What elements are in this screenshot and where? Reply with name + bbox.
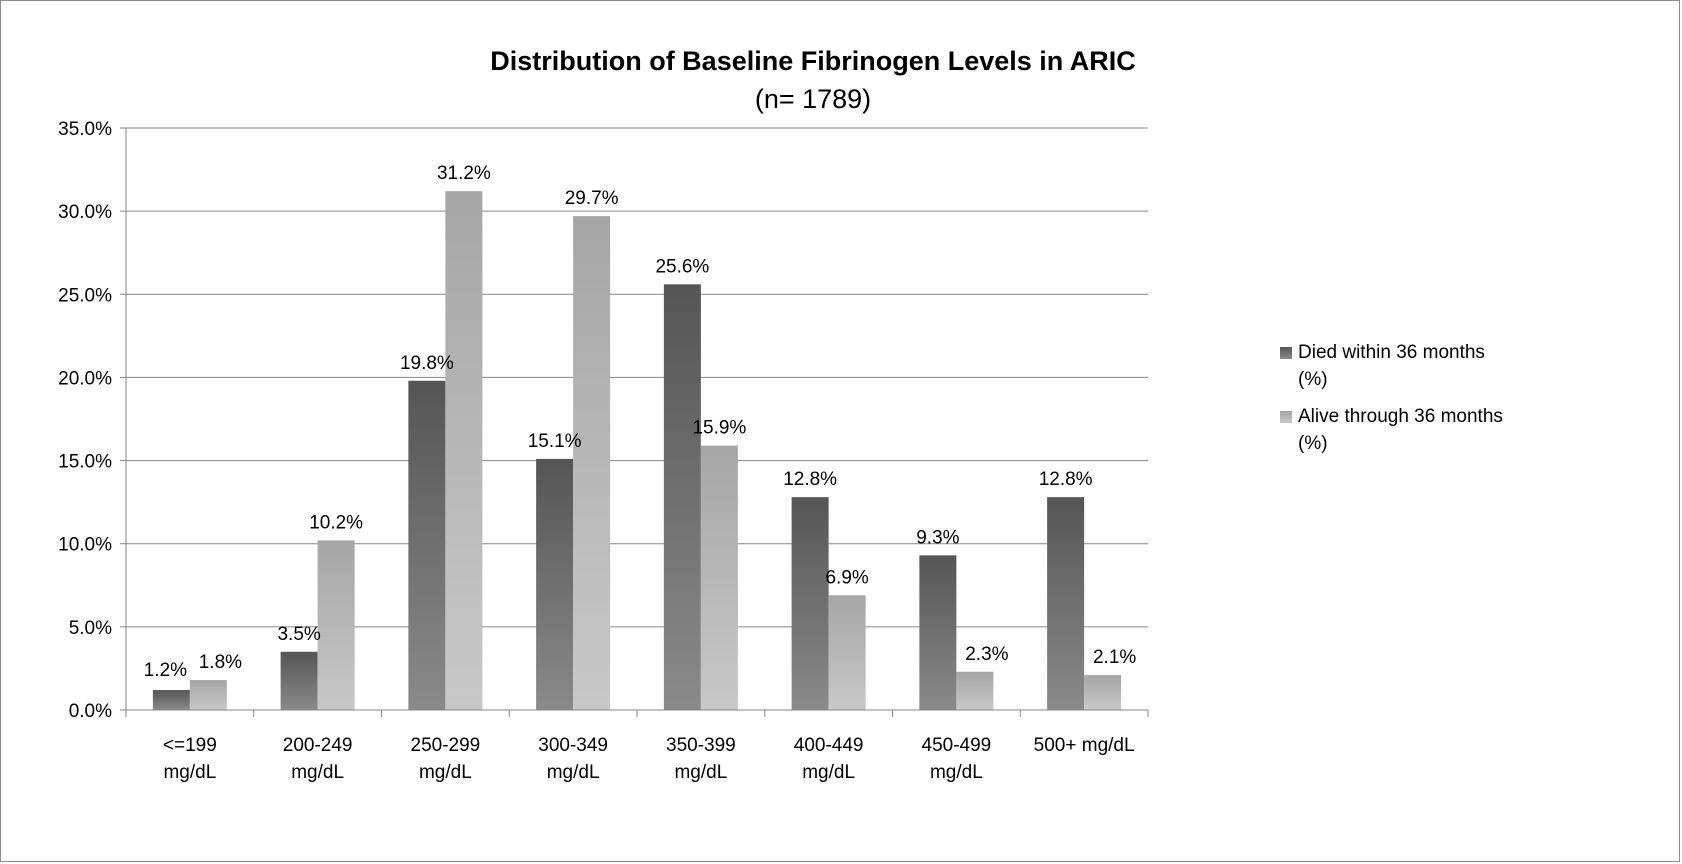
y-tick-label: 20.0% bbox=[58, 368, 112, 389]
bar bbox=[408, 380, 446, 710]
bar bbox=[1084, 675, 1122, 710]
x-tick-label: mg/dL bbox=[930, 762, 983, 783]
y-tick-label: 0.0% bbox=[69, 701, 112, 722]
bar bbox=[956, 671, 994, 710]
y-tick-label: 35.0% bbox=[58, 119, 112, 140]
bar bbox=[919, 555, 957, 710]
bar bbox=[573, 216, 611, 711]
data-label: 10.2% bbox=[309, 512, 363, 533]
data-label: 15.1% bbox=[528, 431, 582, 452]
x-tick-label: 500+ mg/dL bbox=[1034, 735, 1135, 756]
bar bbox=[536, 458, 574, 710]
data-label: 31.2% bbox=[437, 163, 491, 184]
legend-swatch bbox=[1280, 347, 1292, 359]
data-label: 9.3% bbox=[916, 527, 959, 548]
data-label: 15.9% bbox=[692, 418, 746, 439]
y-tick-label: 5.0% bbox=[69, 618, 112, 639]
data-label: 1.8% bbox=[199, 652, 242, 673]
bar bbox=[189, 680, 227, 710]
x-tick-label: 450-499 bbox=[922, 735, 992, 756]
x-tick-label: mg/dL bbox=[802, 762, 855, 783]
data-label: 2.1% bbox=[1093, 647, 1136, 668]
x-tick-label: mg/dL bbox=[547, 762, 600, 783]
y-tick-label: 30.0% bbox=[58, 202, 112, 223]
bar bbox=[663, 284, 701, 710]
x-tick-label: <=199 bbox=[163, 735, 217, 756]
legend-label: (%) bbox=[1298, 433, 1328, 454]
bar bbox=[445, 191, 483, 710]
bar bbox=[700, 445, 738, 710]
y-tick-label: 25.0% bbox=[58, 285, 112, 306]
legend: Died within 36 months (%) Alive through 36… bbox=[1280, 342, 1503, 454]
y-tick-label: 10.0% bbox=[58, 535, 112, 556]
x-tick-label: mg/dL bbox=[674, 762, 727, 783]
x-tick-label: mg/dL bbox=[163, 762, 216, 783]
legend-label: Died within 36 months bbox=[1298, 342, 1485, 363]
y-tick-label: 15.0% bbox=[58, 452, 112, 473]
legend-swatch bbox=[1280, 411, 1292, 423]
legend-label: Alive through 36 months bbox=[1298, 406, 1503, 427]
data-label: 3.5% bbox=[277, 624, 320, 645]
data-label: 2.3% bbox=[965, 644, 1008, 665]
data-label: 12.8% bbox=[783, 469, 837, 490]
axes: 0.0% 5.0% 10.0% 15.0% 20.0% 25.0% 30.0% 35.0% <=… bbox=[58, 119, 1149, 783]
bar bbox=[280, 651, 318, 710]
data-labels: 1.2% 1.8% 3.5% 10.2% 19.8% 31.2% 15.1% 29.7% 25.… bbox=[144, 163, 1137, 681]
data-label: 12.8% bbox=[1039, 469, 1093, 490]
bars bbox=[152, 191, 1122, 711]
legend-label: (%) bbox=[1298, 369, 1328, 390]
x-tick-label: mg/dL bbox=[291, 762, 344, 783]
bar bbox=[317, 540, 355, 710]
x-tick-label: mg/dL bbox=[419, 762, 472, 783]
bar bbox=[1047, 497, 1085, 710]
x-tick-label: 300-349 bbox=[538, 735, 608, 756]
data-label: 25.6% bbox=[655, 256, 709, 277]
x-tick-label: 200-249 bbox=[283, 735, 353, 756]
data-label: 19.8% bbox=[400, 353, 454, 374]
x-tick-label: 250-299 bbox=[411, 735, 481, 756]
gridlines bbox=[126, 127, 1148, 711]
x-tick-label: 350-399 bbox=[666, 735, 736, 756]
chart-subtitle: (n= 1789) bbox=[755, 84, 871, 114]
chart-title: Distribution of Baseline Fibrinogen Leve… bbox=[490, 46, 1136, 76]
data-label: 6.9% bbox=[825, 567, 868, 588]
bar bbox=[152, 690, 190, 710]
data-label: 29.7% bbox=[565, 188, 619, 209]
bar bbox=[828, 595, 866, 710]
data-label: 1.2% bbox=[144, 660, 187, 681]
bar bbox=[791, 497, 829, 710]
x-tick-label: 400-449 bbox=[794, 735, 864, 756]
